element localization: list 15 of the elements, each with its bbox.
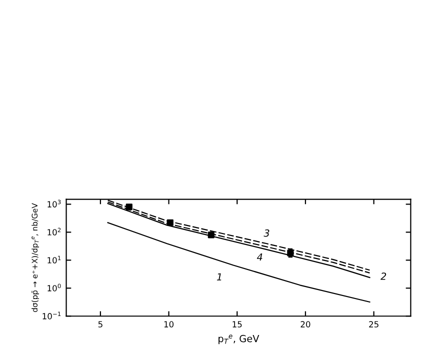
x-axis-title: p$_{T}$$^{e}$, GeV [218,334,260,344]
series-label: 3 [264,229,270,237]
y-tick-label: 10$^{0}$ [48,284,61,292]
x-tick-label: 15 [232,321,242,328]
y-tick-label: 10$^{1}$ [48,256,61,264]
series-label: 1 [216,273,222,280]
y-tick-label: 10$^{2}$ [48,228,61,236]
x-tick-label: 5 [98,321,102,328]
x-tick-label: 10 [164,321,174,328]
series-label: 4 [256,253,262,261]
x-tick-label: 20 [300,321,310,328]
x-tick-label: 25 [369,321,378,328]
series-label: 2 [380,272,386,280]
y-tick-label: 10$^{3}$ [48,200,61,208]
y-tick-label: 10$^{−1}$ [42,312,61,320]
